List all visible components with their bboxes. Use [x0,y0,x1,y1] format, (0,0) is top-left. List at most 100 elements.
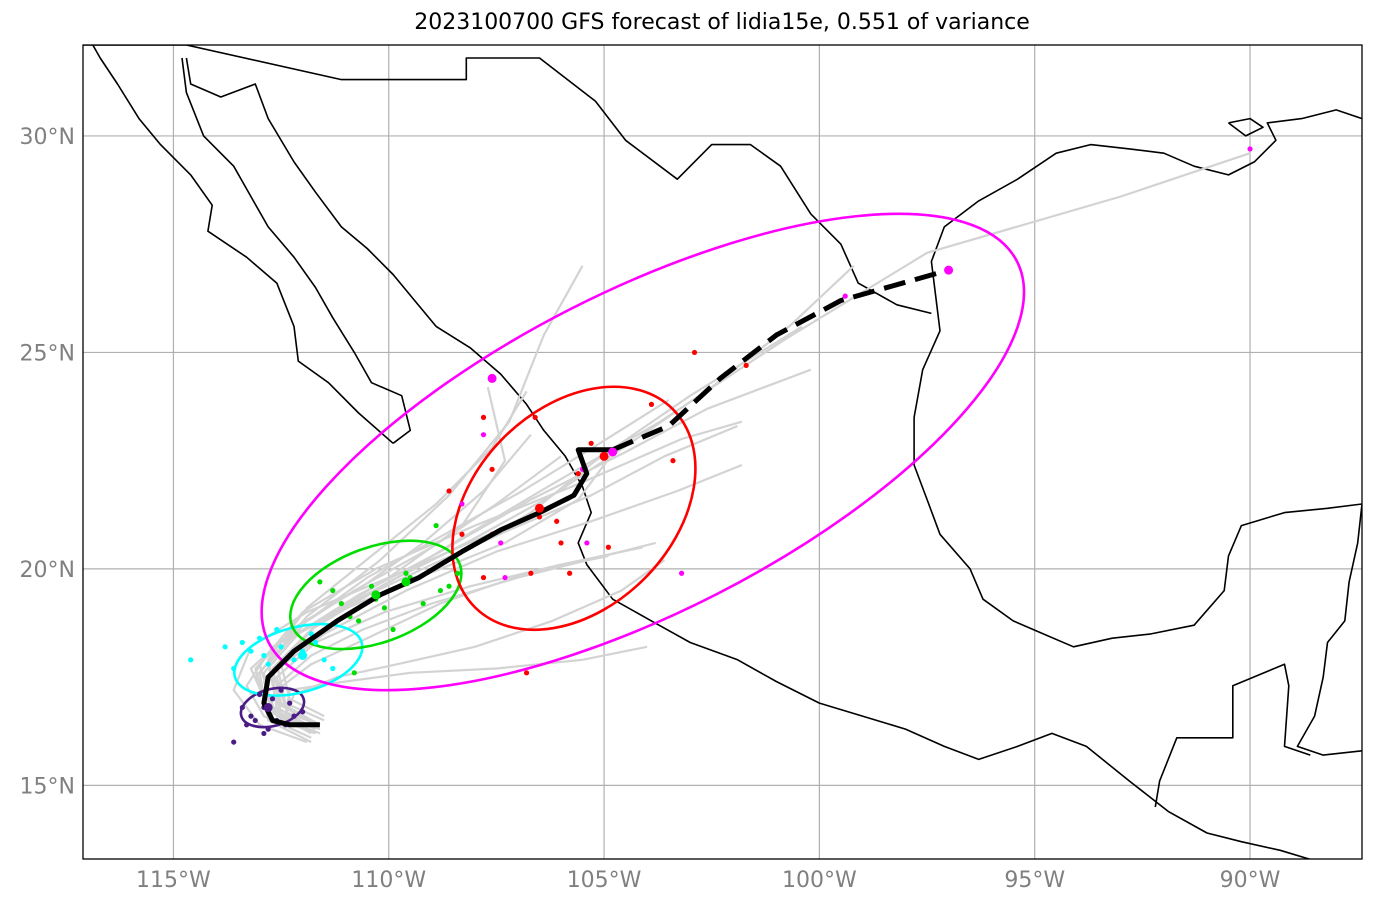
guatemala-border [1154,663,1311,808]
member-position-dot [256,635,263,641]
ensemble-track [258,265,584,744]
lat-tick-label: 20°N [20,558,75,583]
member-position-dot [188,657,194,663]
gulf-coast-mexico-us [913,109,1362,648]
member-position-dot [265,726,271,732]
member-position-dot [291,713,297,719]
uncertainty-ellipse [233,622,364,697]
member-position-dot [584,540,590,546]
member-positions [188,146,1253,745]
member-position-dot [248,648,254,654]
lon-tick-label: 105°W [567,868,642,893]
member-position-dot [567,570,573,576]
ensemble-track [275,554,609,735]
uncertainty-ellipse [288,539,463,651]
mean-track [261,265,954,728]
member-position-dot [248,713,254,719]
member-position-dot [433,523,439,529]
member-position-dot [648,401,655,407]
ensemble-track [254,368,812,726]
member-position-dot [390,626,396,633]
member-position-dot [222,644,228,650]
member-position-dot [480,432,487,438]
mean-position-dot [487,373,497,383]
member-position-dot [321,657,327,663]
member-position-dot [291,657,297,663]
member-position-dot [256,691,263,698]
member-position-dot [381,605,388,611]
member-position-dot [368,583,375,589]
us-lake-shore [1228,117,1264,137]
member-position-dot [403,570,409,576]
member-position-dot [605,544,611,550]
yucatan-caribbean-coast [1296,503,1362,756]
member-position-dot [338,600,344,607]
member-position-dot [842,293,848,299]
baja-west-coast [91,45,394,444]
mean-position-dot [263,702,273,712]
member-position-dot [588,440,594,446]
map-title: 2023100700 GFS forecast of lidia15e, 0.5… [414,10,1030,35]
member-position-dot [523,670,530,676]
mean-position-dot [401,577,411,587]
mean-track-dashed [611,267,950,453]
member-position-dot [498,540,504,546]
member-position-dot [691,349,698,356]
lon-tick-label: 100°W [782,868,857,893]
us-mexico-border [83,45,932,315]
mean-position-dot [298,651,308,660]
member-position-dot [261,730,267,737]
member-position-dot [312,639,319,646]
lon-tick-label: 110°W [351,868,426,893]
member-position-dot [239,639,245,646]
uncertainty-ellipse [260,212,1026,692]
lat-tick-label: 25°N [20,341,75,366]
member-position-dot [480,574,487,581]
member-position-dot [231,665,237,672]
member-position-dot [330,665,336,672]
ensemble-track [267,399,670,726]
member-position-dot [420,600,426,607]
member-position-dot [278,644,284,650]
axis-tick-labels: 115°W 110°W 105°W 100°W 95°W 90°W 15°N 20°N 25°N… [20,125,1281,893]
lat-tick-label: 30°N [20,125,75,150]
member-position-dot [252,717,258,724]
member-position-dot [455,570,461,576]
uncertainty-ellipse [451,385,697,632]
uncertainty-ellipses [233,212,1026,729]
member-position-dot [489,466,495,472]
member-position-dot [678,570,685,576]
member-position-dot [743,362,749,369]
member-position-dot [670,458,676,464]
member-position-dot [437,587,444,594]
member-position-dot [239,704,245,711]
member-position-dot [231,739,237,745]
mean-position-dot [534,503,544,513]
member-position-dot [446,488,452,494]
ensemble-track [284,645,648,735]
member-position-dot [351,670,357,676]
mean-position-dot [608,447,618,457]
member-position-dot [274,626,280,633]
lon-tick-label: 115°W [136,868,211,893]
member-position-dot [575,471,581,477]
ensemble-track [271,152,1251,726]
member-position-dot [528,570,534,576]
member-position-dot [459,531,465,537]
ensemble-track [284,559,666,731]
member-position-dot [480,414,487,420]
member-position-dot [502,574,508,581]
plot-frame [82,44,1363,860]
member-position-dot [459,501,465,507]
ensemble-track [275,386,507,722]
member-position-dot [317,579,323,585]
member-position-dot [356,618,362,624]
lon-tick-label: 95°W [1004,868,1065,893]
member-position-dot [558,540,564,546]
mexico-pacific-coast [185,57,1312,859]
baja-east-coast [181,57,412,444]
mean-position-dot [599,451,609,461]
ensemble-tracks [232,152,1251,744]
member-position-dot [446,583,452,589]
